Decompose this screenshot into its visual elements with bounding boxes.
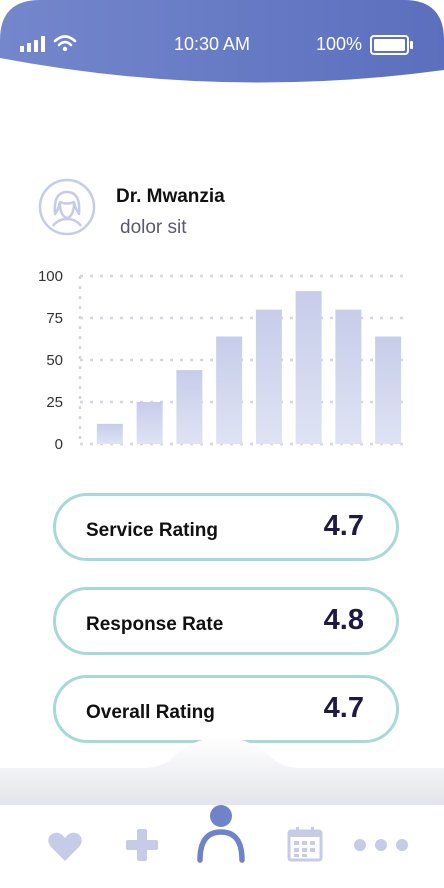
avatar[interactable] (38, 178, 96, 236)
user-icon[interactable] (196, 804, 246, 864)
signal-icon (20, 36, 45, 52)
rating-value: 4.7 (323, 692, 364, 724)
y-tick-label: 100 (38, 268, 63, 285)
response-rate-card[interactable]: Response Rate 4.8 (53, 587, 399, 655)
rating-value: 4.8 (323, 604, 364, 636)
chart-bar (216, 336, 243, 444)
chart-bar (96, 423, 123, 444)
chart-bar (375, 336, 402, 444)
y-tick-label: 25 (46, 394, 63, 411)
status-time: 10:30 AM (174, 34, 251, 54)
service-rating-card[interactable]: Service Rating 4.7 (53, 493, 399, 561)
rating-label: Response Rate (86, 614, 224, 635)
status-bar: 10:30 AM 100% (0, 30, 444, 60)
chart-bar (255, 309, 282, 444)
more-icon[interactable] (353, 838, 411, 852)
rating-label: Service Rating (86, 520, 218, 541)
battery-icon (370, 35, 413, 55)
heart-icon[interactable] (47, 831, 83, 863)
y-tick-label: 50 (46, 352, 63, 369)
doctor-name: Dr. Mwanzia (116, 186, 225, 207)
app-header: 10:30 AM 100% (0, 0, 444, 90)
calendar-icon[interactable] (287, 826, 323, 862)
doctor-subtitle: dolor sit (120, 217, 187, 238)
y-tick-label: 0 (55, 436, 63, 453)
chart-bar (335, 309, 362, 444)
chart-bar (176, 370, 203, 444)
plus-icon[interactable] (124, 827, 160, 863)
rating-bar-chart: 0 25 50 75 100 (38, 268, 408, 453)
rating-value: 4.7 (323, 510, 364, 542)
chart-bar (136, 402, 163, 444)
y-tick-label: 75 (46, 310, 63, 327)
battery-percent: 100% (316, 34, 363, 54)
rating-label: Overall Rating (86, 702, 215, 723)
wifi-icon (53, 35, 77, 52)
chart-bar (295, 291, 322, 444)
